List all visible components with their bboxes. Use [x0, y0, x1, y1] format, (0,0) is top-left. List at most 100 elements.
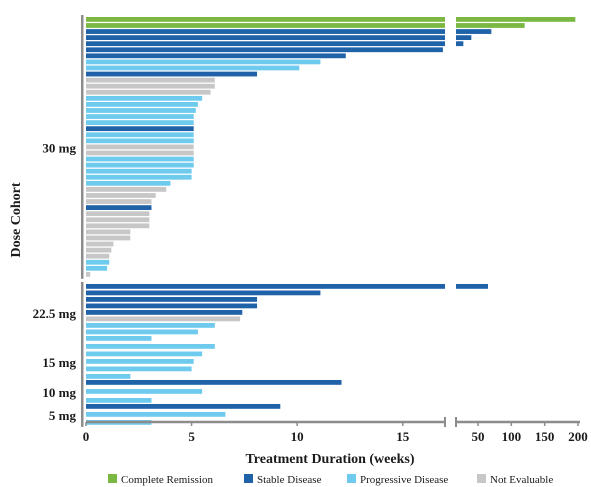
cohort-bracket — [81, 282, 84, 343]
bar — [86, 168, 192, 174]
bar — [86, 205, 152, 211]
legend-label: Not Evaluable — [490, 474, 553, 486]
bar — [86, 211, 150, 217]
bar — [86, 144, 194, 150]
bar — [86, 259, 110, 265]
bar — [86, 389, 203, 394]
bar — [86, 229, 131, 235]
bar — [86, 412, 226, 417]
bar — [86, 290, 321, 296]
bar — [86, 126, 194, 132]
bar — [86, 366, 192, 372]
cohort-label: 30 mg — [42, 141, 76, 156]
bar — [86, 174, 192, 180]
bar — [86, 303, 258, 309]
legend-swatch — [108, 474, 117, 483]
bar — [86, 89, 211, 95]
bar — [86, 235, 131, 241]
bar — [86, 108, 196, 113]
y-axis-title: Dose Cohort — [9, 182, 24, 257]
bar — [86, 23, 445, 28]
x-tick-label: 150 — [535, 429, 555, 444]
bar — [86, 380, 342, 385]
bar — [86, 374, 131, 379]
bar — [86, 272, 91, 277]
cohort-bracket — [81, 342, 84, 381]
legend: Complete Remission Stable Disease Progress… — [108, 474, 553, 486]
cohort-label: 5 mg — [49, 408, 77, 423]
bar — [86, 336, 152, 341]
cohort-bracket — [81, 15, 84, 279]
x-tick-label: 100 — [502, 429, 522, 444]
bar — [86, 162, 194, 168]
bar — [86, 316, 241, 322]
x-tick-label: 10 — [291, 429, 304, 444]
bar — [86, 65, 300, 71]
bar-continuation — [456, 17, 576, 22]
bar — [86, 138, 194, 144]
bar — [86, 187, 167, 192]
bar — [86, 150, 194, 156]
cohort-bracket — [81, 402, 84, 427]
bar — [86, 132, 194, 138]
x-tick-label: 200 — [568, 429, 588, 444]
x-tick-label: 0 — [83, 429, 90, 444]
bar — [86, 297, 258, 302]
bar — [86, 199, 152, 204]
bar — [86, 253, 110, 259]
bar — [86, 53, 346, 59]
bar — [86, 180, 171, 186]
bar — [86, 323, 215, 328]
legend-label: Progressive Disease — [360, 474, 448, 486]
bar-continuation — [456, 41, 464, 47]
bars-layer — [86, 17, 576, 425]
bar — [86, 284, 445, 289]
bar — [86, 398, 152, 403]
bar — [86, 77, 215, 83]
bar — [86, 35, 445, 41]
bar — [86, 120, 194, 126]
bar-continuation — [456, 23, 525, 28]
bar — [86, 71, 258, 77]
bar — [86, 114, 194, 119]
bar — [86, 193, 156, 198]
bar — [86, 83, 215, 89]
cohort-label: 22.5 mg — [33, 306, 77, 321]
legend-swatch — [244, 474, 253, 483]
bar — [86, 217, 150, 223]
legend-swatch — [477, 474, 486, 483]
legend-label: Complete Remission — [121, 474, 213, 486]
bar-continuation — [456, 29, 492, 34]
x-axis-title: Treatment Duration (weeks) — [245, 452, 414, 467]
x-tick-label: 5 — [188, 429, 195, 444]
cohort-bracket — [81, 378, 84, 405]
bar — [86, 241, 114, 247]
bar — [86, 102, 198, 107]
bar — [86, 29, 445, 34]
bar — [86, 247, 112, 253]
bar — [86, 59, 321, 65]
bar — [86, 17, 445, 22]
bar-continuation — [456, 35, 472, 41]
x-tick-label: 15 — [396, 429, 410, 444]
axes-layer: 30 mg 22.5 mg 15 mg 10 mg 5 mg 0 5 10 15 50 100 150… — [33, 15, 588, 444]
bar — [86, 344, 215, 349]
cohort-label: 15 mg — [42, 355, 76, 370]
bar — [86, 404, 281, 409]
cohort-label: 10 mg — [42, 385, 76, 400]
legend-label: Stable Disease — [257, 474, 322, 486]
bar — [86, 156, 194, 162]
bar — [86, 310, 243, 315]
bar — [86, 47, 443, 53]
bar — [86, 41, 445, 47]
bar-continuation — [456, 284, 488, 289]
bar — [86, 359, 194, 364]
legend-swatch — [347, 474, 356, 483]
x-tick-label: 50 — [472, 429, 485, 444]
bar — [86, 223, 150, 229]
bar — [86, 329, 198, 335]
bar — [86, 265, 108, 271]
bar — [86, 95, 203, 101]
bar — [86, 351, 203, 357]
